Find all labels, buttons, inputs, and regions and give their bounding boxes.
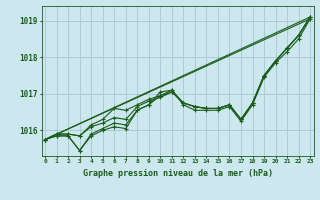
X-axis label: Graphe pression niveau de la mer (hPa): Graphe pression niveau de la mer (hPa)	[83, 169, 273, 178]
